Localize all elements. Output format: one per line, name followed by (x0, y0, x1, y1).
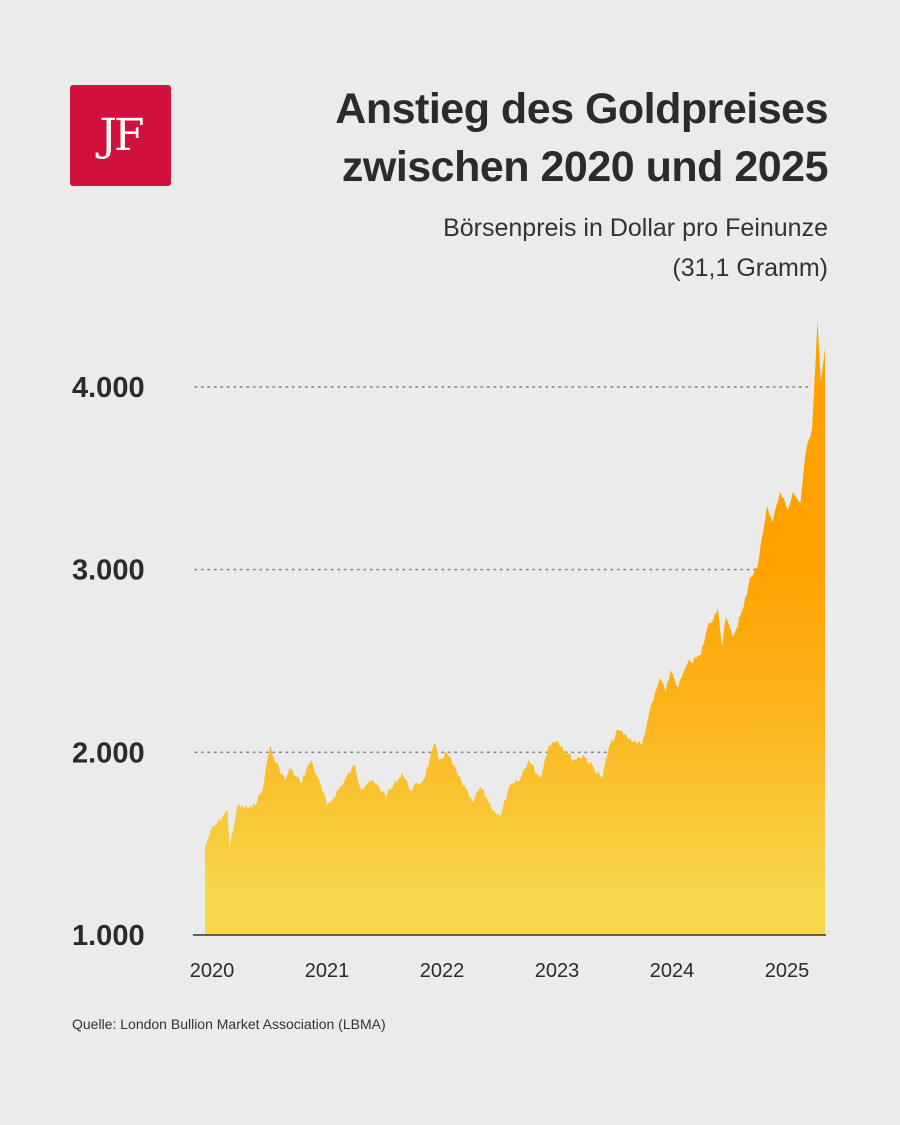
logo-text: JF (99, 110, 144, 161)
x-tick-label: 2021 (305, 960, 350, 982)
y-tick-label: 1.000 (72, 920, 145, 952)
chart-subtitle: Börsenpreis in Dollar pro Feinunze (31,1… (443, 208, 828, 288)
subtitle-line-1: Börsenpreis in Dollar pro Feinunze (443, 214, 828, 242)
price-area (205, 320, 825, 935)
y-tick-label: 4.000 (72, 372, 145, 404)
x-tick-label: 2023 (535, 960, 580, 982)
y-tick-label: 2.000 (72, 737, 145, 769)
title-line-1: Anstieg des Goldpreises (335, 85, 828, 133)
x-tick-label: 2020 (190, 960, 235, 982)
title-line-2: zwischen 2020 und 2025 (341, 143, 829, 191)
chart-title: Anstieg des Goldpreises zwischen 2020 un… (335, 80, 828, 196)
x-tick-label: 2025 (765, 960, 810, 982)
y-tick-label: 3.000 (72, 555, 145, 587)
subtitle-line-2: (31,1 Gramm) (672, 254, 828, 282)
x-tick-label: 2024 (650, 960, 695, 982)
x-tick-label: 2022 (420, 960, 465, 982)
logo: JF (70, 85, 171, 186)
source-note: Quelle: London Bullion Market Associatio… (72, 1016, 386, 1032)
